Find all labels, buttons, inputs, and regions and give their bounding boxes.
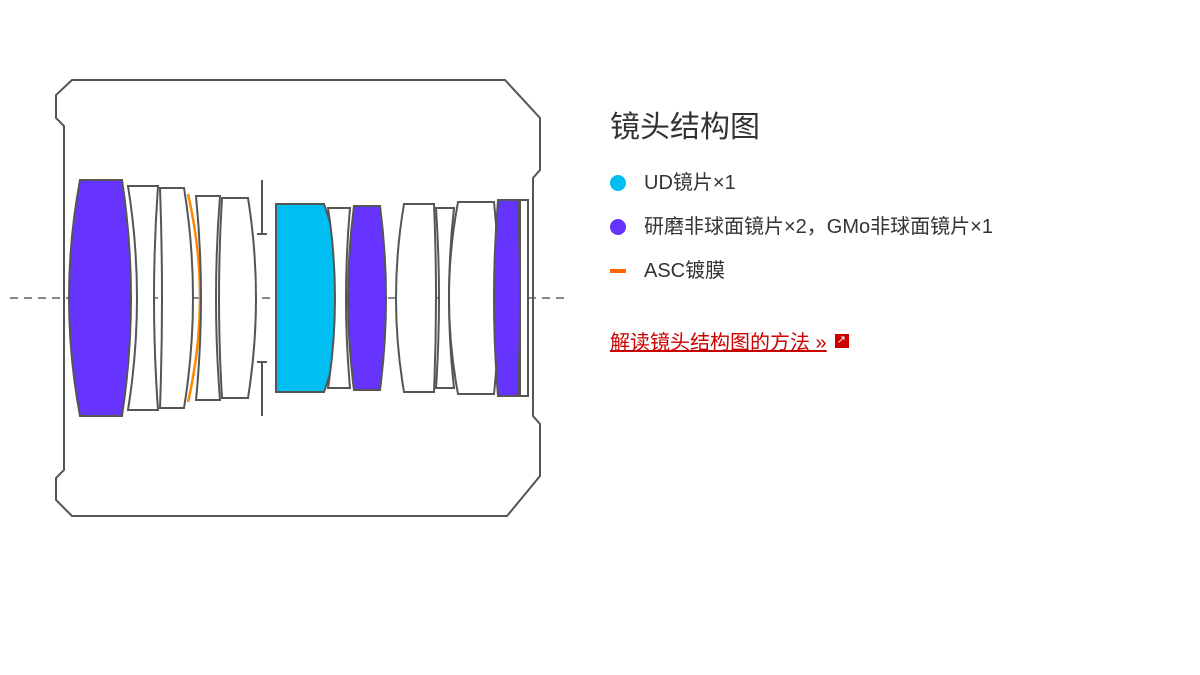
- how-to-read-link[interactable]: 解读镜头结构图的方法 »: [610, 326, 827, 355]
- group-1-element: [69, 180, 131, 416]
- legend-dot-icon: [610, 219, 626, 235]
- group-1-element: [160, 188, 193, 408]
- group-3-element: [494, 200, 520, 396]
- diagram-title: 镜头结构图: [610, 102, 993, 146]
- lens-diagram-svg: [10, 70, 570, 550]
- legend-label: UD镜片×1: [644, 168, 736, 198]
- legend-list: UD镜片×1 研磨非球面镜片×2，GMo非球面镜片×1 ASC镀膜: [610, 168, 993, 286]
- group-3-element: [520, 200, 528, 396]
- legend-item: UD镜片×1: [610, 168, 993, 198]
- legend-item: ASC镀膜: [610, 256, 993, 286]
- legend-label: ASC镀膜: [644, 256, 725, 286]
- group-2-element: [348, 206, 386, 390]
- group-1-element: [219, 198, 256, 398]
- group-1-element: [128, 186, 158, 410]
- page-container: 镜头结构图 UD镜片×1 研磨非球面镜片×2，GMo非球面镜片×1 ASC镀膜 解读…: [0, 0, 1200, 675]
- link-row: 解读镜头结构图的方法 »: [610, 326, 993, 355]
- legend-dot-icon: [610, 175, 626, 191]
- external-link-icon: [835, 334, 849, 348]
- legend-item: 研磨非球面镜片×2，GMo非球面镜片×1: [610, 212, 993, 242]
- info-panel: 镜头结构图 UD镜片×1 研磨非球面镜片×2，GMo非球面镜片×1 ASC镀膜 解读…: [590, 0, 993, 675]
- legend-dash-icon: [610, 269, 626, 273]
- group-3-element: [396, 204, 436, 392]
- group-3-element: [449, 202, 499, 394]
- legend-label: 研磨非球面镜片×2，GMo非球面镜片×1: [644, 212, 993, 242]
- lens-diagram-area: [0, 0, 590, 675]
